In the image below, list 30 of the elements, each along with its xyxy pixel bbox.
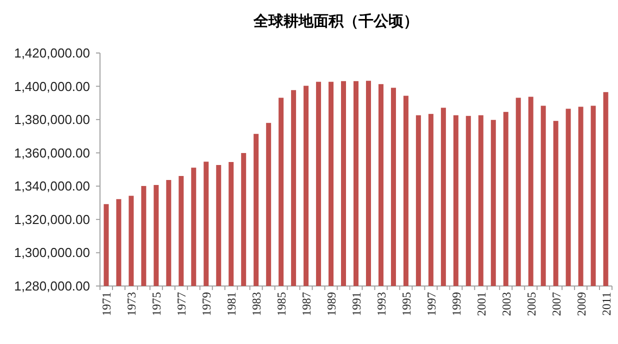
y-tick-label: 1,320,000.00	[14, 212, 90, 227]
x-tick-label: 1979	[200, 292, 214, 316]
x-tick-label: 2005	[524, 292, 538, 316]
x-tick-label: 2011	[599, 292, 614, 316]
x-tick-label: 1975	[150, 292, 164, 316]
y-tick-label: 1,420,000.00	[14, 46, 90, 60]
x-tick-label: 1993	[374, 292, 388, 316]
x-tick-label: 1971	[100, 292, 114, 316]
x-tick-label: 1977	[174, 292, 189, 316]
x-tick-label: 2007	[549, 292, 564, 316]
x-tick-label: 1987	[300, 292, 314, 316]
x-tick-label: 1999	[449, 292, 464, 316]
chart-title: 全球耕地面积（千公顷）	[252, 13, 418, 30]
x-tick-label: 1973	[124, 292, 139, 316]
x-tick-label: 1997	[424, 292, 438, 316]
x-tick-label: 2009	[574, 292, 588, 316]
x-tick-label: 1981	[224, 292, 239, 316]
x-tick-label: 1985	[274, 292, 289, 316]
x-tick-label: 1989	[324, 292, 339, 316]
x-tick-label: 2001	[474, 292, 488, 316]
y-tick-label: 1,300,000.00	[14, 245, 90, 260]
y-tick-label: 1,380,000.00	[14, 112, 90, 128]
x-tick-label: 1983	[250, 292, 264, 316]
x-tick-label: 1995	[399, 292, 414, 316]
y-tick-label: 1,340,000.00	[14, 178, 90, 194]
y-tick-label: 1,280,000.00	[14, 278, 90, 294]
y-tick-label: 1,360,000.00	[14, 145, 90, 160]
x-tick-label: 1991	[350, 292, 364, 316]
y-tick-label: 1,400,000.00	[14, 78, 90, 94]
x-tick-label: 2003	[499, 292, 514, 316]
